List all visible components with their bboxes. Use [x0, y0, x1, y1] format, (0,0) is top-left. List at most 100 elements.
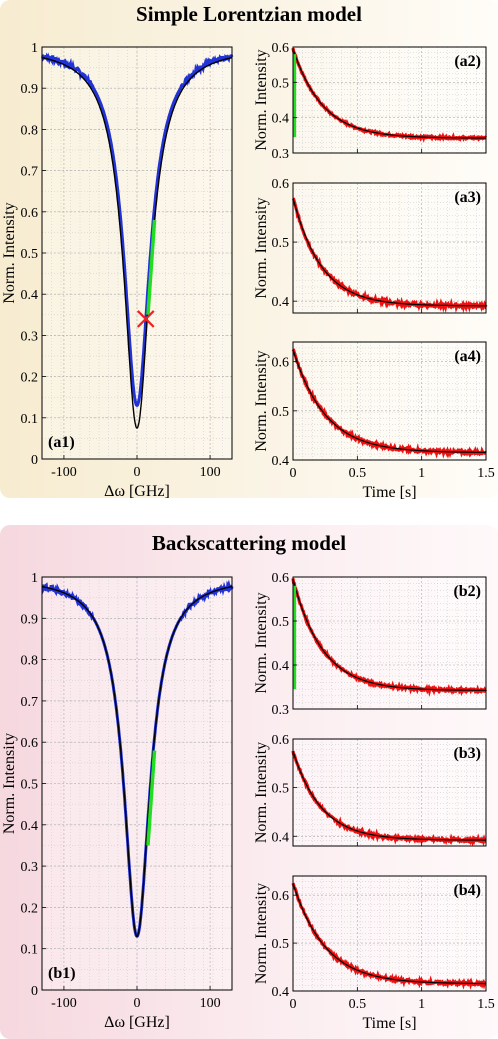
section-a-background [0, 0, 498, 498]
x-tick-label: 0 [290, 997, 297, 1012]
y-tick-label: 0.6 [21, 206, 39, 221]
y-tick-label: 0.5 [21, 778, 39, 793]
y-tick-label: 0.7 [21, 165, 39, 180]
highlight-segment-a1 [146, 219, 157, 315]
chart-a1: 0 0.1 0.2 0.3 0.4 0.5 0.6 0.7 0.8 0.9 1 -100 0 100 Δω … [1, 41, 234, 500]
x-tick-label: 100 [200, 465, 221, 480]
x-tick-label: 1.5 [477, 997, 495, 1012]
axes-frame-b3 [292, 738, 487, 847]
x-tick-label: -100 [51, 996, 77, 1011]
x-tick-label: 0 [134, 996, 141, 1011]
y-tick-label: 0.1 [21, 943, 39, 958]
y-tick-label: 1 [31, 571, 38, 586]
y-tick-label: 0.4 [21, 288, 39, 303]
chart-a4: 0.4 0.5 0.6 0 0.5 1 1.5 Time [s] Norm. Intensity… [253, 341, 495, 501]
fit-curve-a1 [41, 56, 233, 429]
chart-b4: 0.4 0.5 0.6 0 0.5 1 1.5 Time [s] Norm. Intensity… [253, 875, 495, 1032]
y-tick-label: 0.9 [21, 612, 39, 627]
axes-frame-b2 [292, 576, 487, 710]
x-axis-label-b1: Δω [GHz] [104, 1014, 170, 1031]
x-tick-label: 0 [134, 465, 141, 480]
x-axis-label-a1: Δω [GHz] [104, 483, 170, 500]
y-tick-label: 0.3 [21, 860, 39, 875]
fit-decay-b3 [292, 751, 486, 841]
y-tick-label: 0.4 [272, 454, 290, 469]
axes-frame-a3 [292, 182, 487, 314]
y-tick-label: 0.2 [21, 901, 39, 916]
y-tick-label: 0.5 [272, 782, 290, 797]
y-tick-label: 0 [31, 984, 38, 999]
y-tick-label: 0.4 [272, 659, 290, 674]
y-axis-label-a3: Norm. Intensity [253, 197, 270, 298]
y-tick-label: 0.6 [272, 41, 290, 56]
y-tick-label: 0.4 [272, 295, 290, 310]
y-tick-label: 0.6 [272, 177, 290, 192]
panel-label-a2: (a2) [454, 53, 481, 70]
axes-frame-a2 [292, 46, 487, 154]
highlight-segment-b1 [146, 750, 157, 846]
y-tick-label: 0.3 [272, 703, 290, 718]
y-axis-label-a4: Norm. Intensity [253, 350, 270, 451]
y-axis-label-b4: Norm. Intensity [253, 883, 270, 984]
y-tick-label: 0.3 [272, 147, 290, 162]
fit-decay-a3 [292, 197, 486, 307]
y-tick-label: 0.9 [21, 82, 39, 97]
fit-decay-b4 [292, 883, 486, 985]
x-tick-label: -100 [51, 465, 77, 480]
axes-frame-b4 [292, 875, 487, 992]
x-tick-label: 1 [418, 466, 425, 481]
fit-decay-a4 [292, 349, 486, 453]
section-b-title: Backscattering model [151, 531, 347, 555]
y-tick-label: 0.5 [21, 247, 39, 262]
y-tick-label: 0.2 [21, 371, 39, 386]
y-tick-label: 1 [31, 41, 38, 56]
measured-curve-a1 [41, 52, 234, 408]
panel-label-b2: (b2) [453, 583, 481, 600]
x-tick-label: 0.5 [349, 997, 367, 1012]
x-axis-label-a4: Time [s] [362, 484, 416, 501]
y-axis-label-a1: Norm. Intensity [1, 202, 18, 303]
y-tick-label: 0.5 [272, 76, 290, 91]
y-tick-label: 0.1 [21, 412, 39, 427]
x-tick-label: 0 [290, 466, 297, 481]
x-tick-label: 100 [200, 996, 221, 1011]
y-tick-label: 0.6 [272, 571, 290, 586]
fit-decay-b2 [292, 579, 486, 692]
y-tick-label: 0.4 [272, 830, 290, 845]
y-tick-label: 0.4 [272, 985, 290, 1000]
y-tick-label: 0.8 [21, 654, 39, 669]
section-b-background [0, 525, 498, 1039]
y-axis-label-b1: Norm. Intensity [1, 733, 18, 834]
panel-label-a4: (a4) [454, 348, 481, 365]
section-a-title: Simple Lorentzian model [136, 2, 362, 26]
y-tick-label: 0.4 [272, 112, 290, 127]
x-tick-label: 1 [418, 997, 425, 1012]
y-tick-label: 0.4 [21, 819, 39, 834]
y-tick-label: 0 [31, 453, 38, 468]
x-tick-label: 1.5 [477, 466, 495, 481]
y-tick-label: 0.5 [272, 405, 290, 420]
y-tick-label: 0.5 [272, 937, 290, 952]
y-axis-label-b2: Norm. Intensity [253, 592, 270, 693]
y-tick-label: 0.6 [272, 356, 290, 371]
chart-b1: 0 0.1 0.2 0.3 0.4 0.5 0.6 0.7 0.8 0.9 1 -100 0 100 Δω … [1, 571, 234, 1031]
y-tick-label: 0.6 [21, 736, 39, 751]
y-tick-label: 0.5 [272, 236, 290, 251]
y-tick-label: 0.7 [21, 695, 39, 710]
y-tick-label: 0.6 [272, 889, 290, 904]
marker-x [136, 310, 155, 328]
y-tick-label: 0.6 [272, 733, 290, 748]
y-tick-label: 0.3 [21, 329, 39, 344]
axes-frame-a4 [292, 341, 487, 461]
x-axis-label-b4: Time [s] [362, 1015, 416, 1032]
x-tick-label: 0.5 [349, 466, 367, 481]
panel-label-b3: (b3) [453, 745, 481, 762]
y-tick-label: 0.8 [21, 123, 39, 138]
fit-decay-a2 [292, 48, 486, 139]
y-axis-label-a2: Norm. Intensity [253, 49, 270, 150]
panel-label-a1: (a1) [48, 434, 75, 451]
